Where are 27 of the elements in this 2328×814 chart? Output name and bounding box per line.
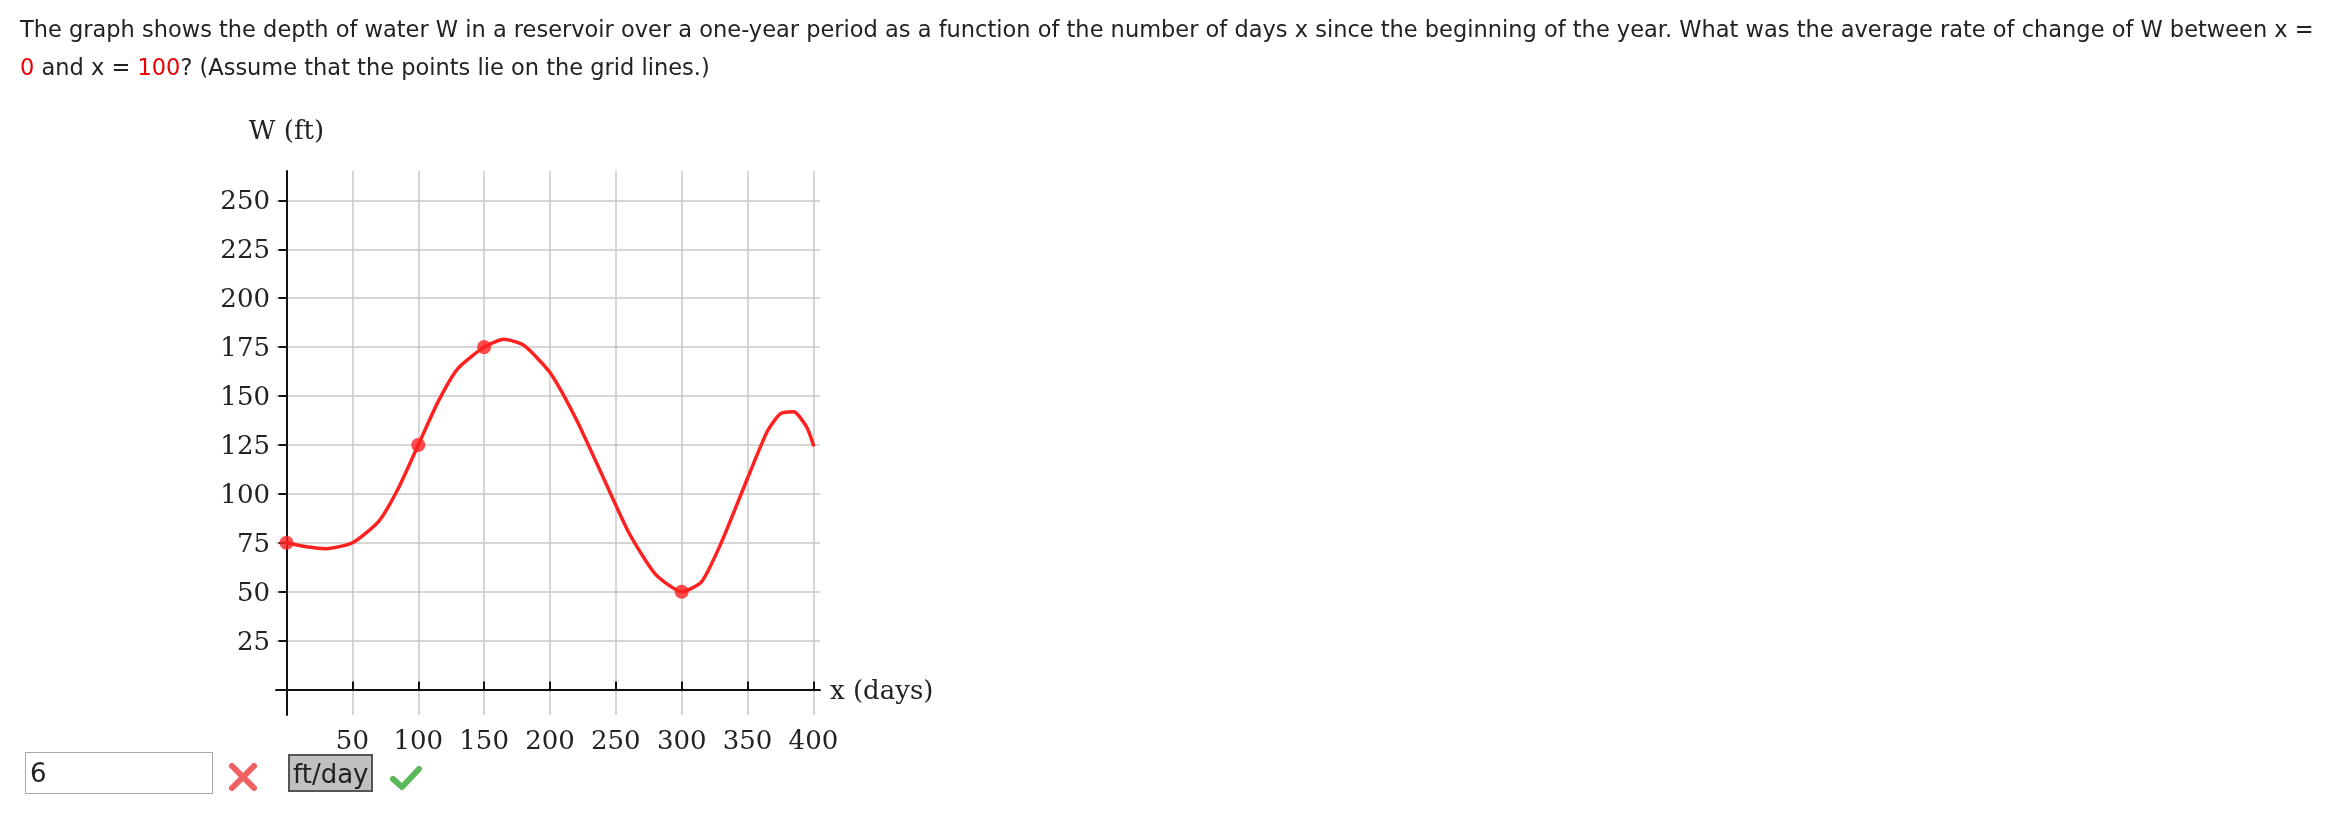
point [279,535,294,550]
y-tick-label: 250 [220,185,270,216]
y-tick-label: 50 [236,576,270,607]
x-tick-label: 300 [656,725,707,755]
x-axis-title: x (days) [830,674,934,705]
y-tick-label: 200 [220,283,270,314]
x-tick-label: 200 [525,725,575,755]
y-tick-label: 125 [220,429,270,460]
text: The graph shows the depth of water W in a reservoir over a one-year period as a function of the number of days x since the beginning of the year. What was the average rate of change of W between x = 0 and x = 100? (Assume that the points lie on the grid lines.) [20,15,2315,82]
x-tick-label: 50 [335,725,369,755]
text: 6 [25,752,213,794]
y-tick-label: 175 [220,332,270,363]
y-tick-label: 225 [220,234,270,265]
y-tick-label: 100 [220,478,270,509]
point [411,437,426,452]
x-tick-label: 350 [722,725,773,755]
x-tick-label: 100 [393,725,444,755]
x-tick-label: 150 [459,725,509,755]
point [674,584,689,599]
x-tick-label: 400 [788,725,839,755]
y-tick-label: 150 [220,381,270,412]
y-tick-label: 75 [236,527,270,558]
x-tick-label: 250 [591,725,641,755]
y-axis-title: W (ft) [248,115,325,145]
y-tick-label: 25 [236,625,270,656]
point [477,340,492,355]
text: ft/day [288,754,374,792]
